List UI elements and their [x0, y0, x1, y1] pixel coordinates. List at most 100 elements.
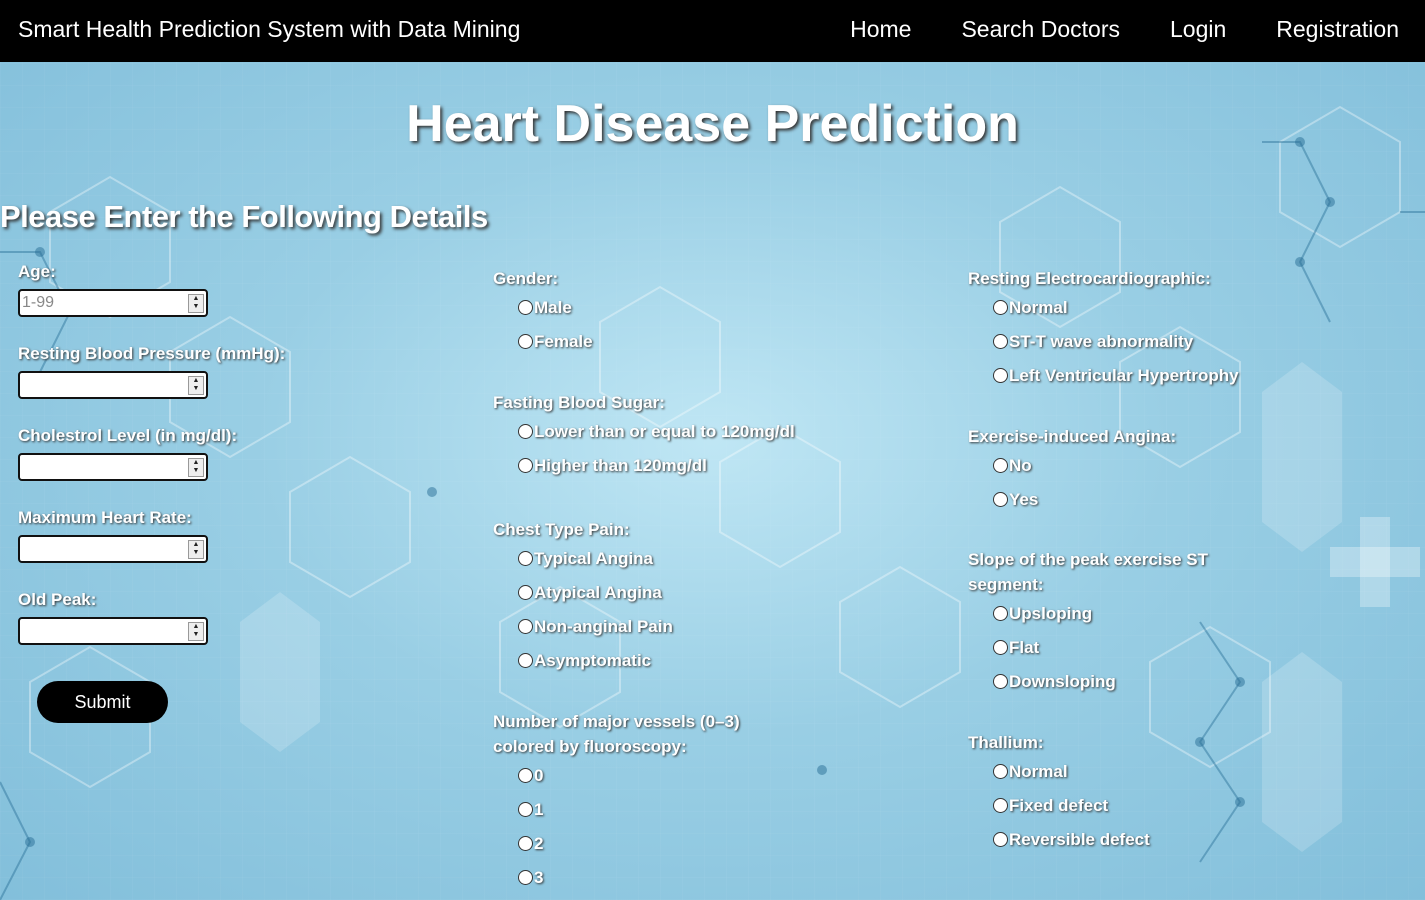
radio-button[interactable] — [993, 831, 1008, 847]
number-spinner-icon[interactable]: ▲ ▼ — [188, 622, 204, 641]
option-label: Upsloping — [1009, 604, 1093, 623]
radio-button[interactable] — [993, 491, 1008, 507]
top-navbar: Smart Health Prediction System with Data… — [0, 0, 1425, 62]
old-peak-field-group: Old Peak: ▲ ▼ — [18, 590, 318, 645]
section-heading: Please Enter the Following Details — [0, 199, 488, 234]
radio-option-thallium-normal[interactable]: Normal — [968, 755, 1288, 789]
radio-button[interactable] — [518, 550, 533, 566]
radio-button[interactable] — [993, 639, 1008, 655]
radio-option-vessels-2[interactable]: 2 — [493, 827, 773, 861]
option-label: Normal — [1009, 762, 1068, 781]
submit-button[interactable]: Submit — [37, 681, 168, 723]
radio-option-upsloping[interactable]: Upsloping — [968, 597, 1238, 631]
option-label: 3 — [534, 868, 544, 887]
chest-pain-label: Chest Type Pain: — [493, 520, 630, 539]
fasting-blood-sugar-label: Fasting Blood Sugar: — [493, 393, 665, 412]
nav-registration-link[interactable]: Registration — [1276, 16, 1399, 42]
exercise-angina-label: Exercise-induced Angina: — [968, 427, 1177, 446]
option-label: 0 — [534, 766, 544, 785]
radio-option-flat[interactable]: Flat — [968, 631, 1238, 665]
option-label: Non-anginal Pain — [534, 617, 673, 636]
radio-button[interactable] — [993, 299, 1008, 315]
number-spinner-icon[interactable]: ▲ ▼ — [188, 376, 204, 395]
radio-option-higher-120[interactable]: Higher than 120mg/dl — [493, 449, 813, 483]
age-input[interactable]: 1-99 ▲ ▼ — [18, 289, 208, 317]
radio-option-typical-angina[interactable]: Typical Angina — [493, 542, 813, 576]
radio-option-vessels-3[interactable]: 3 — [493, 861, 773, 895]
option-label: Flat — [1009, 638, 1040, 657]
radio-button[interactable] — [518, 618, 533, 634]
number-spinner-icon[interactable]: ▲ ▼ — [188, 458, 204, 477]
radio-option-lower-120[interactable]: Lower than or equal to 120mg/dl — [493, 415, 813, 449]
resting-ecg-label: Resting Electrocardiographic: — [968, 269, 1211, 288]
chest-pain-group: Chest Type Pain: Typical Angina Atypical… — [493, 517, 813, 678]
radio-button[interactable] — [518, 869, 533, 885]
option-label: Lower than or equal to 120mg/dl — [534, 422, 795, 441]
radio-option-non-anginal[interactable]: Non-anginal Pain — [493, 610, 813, 644]
radio-option-male[interactable]: Male — [493, 291, 813, 325]
max-heart-rate-field-group: Maximum Heart Rate: ▲ ▼ — [18, 508, 318, 563]
option-label: Higher than 120mg/dl — [534, 456, 707, 475]
resting-ecg-group: Resting Electrocardiographic: Normal ST-… — [968, 266, 1288, 393]
radio-button[interactable] — [518, 333, 533, 349]
radio-option-lv-hypertrophy[interactable]: Left Ventricular Hypertrophy — [968, 359, 1288, 393]
option-label: Atypical Angina — [534, 583, 662, 602]
radio-option-fixed-defect[interactable]: Fixed defect — [968, 789, 1288, 823]
option-label: No — [1009, 456, 1032, 475]
radio-option-downsloping[interactable]: Downsloping — [968, 665, 1238, 699]
radio-button[interactable] — [993, 797, 1008, 813]
gender-label: Gender: — [493, 269, 559, 288]
radio-button[interactable] — [518, 767, 533, 783]
radio-button[interactable] — [993, 367, 1008, 383]
radio-option-angina-no[interactable]: No — [968, 449, 1288, 483]
radio-button[interactable] — [993, 333, 1008, 349]
radio-button[interactable] — [518, 423, 533, 439]
radio-option-atypical-angina[interactable]: Atypical Angina — [493, 576, 813, 610]
brand-title[interactable]: Smart Health Prediction System with Data… — [18, 16, 521, 42]
option-label: Reversible defect — [1009, 830, 1150, 849]
radio-option-asymptomatic[interactable]: Asymptomatic — [493, 644, 813, 678]
number-spinner-icon[interactable]: ▲ ▼ — [188, 540, 204, 559]
radio-button[interactable] — [993, 605, 1008, 621]
option-label: Male — [534, 298, 572, 317]
radio-option-ecg-normal[interactable]: Normal — [968, 291, 1288, 325]
radio-button[interactable] — [518, 457, 533, 473]
page-title: Heart Disease Prediction — [406, 95, 1019, 153]
main-content: Heart Disease Prediction Please Enter th… — [0, 62, 1425, 900]
radio-button[interactable] — [993, 673, 1008, 689]
blood-pressure-input[interactable]: ▲ ▼ — [18, 371, 208, 399]
major-vessels-group: Number of major vessels (0–3) colored by… — [493, 709, 773, 895]
option-label: Yes — [1009, 490, 1039, 509]
radio-option-reversible-defect[interactable]: Reversible defect — [968, 823, 1288, 857]
numeric-fields-column: Age: 1-99 ▲ ▼ Resting Blood Pressure (mmH… — [18, 262, 318, 672]
radio-option-vessels-0[interactable]: 0 — [493, 759, 773, 793]
radio-button[interactable] — [518, 584, 533, 600]
number-spinner-icon[interactable]: ▲ ▼ — [188, 294, 204, 313]
option-label: Typical Angina — [534, 549, 654, 568]
cholesterol-field-group: Cholestrol Level (in mg/dl): ▲ ▼ — [18, 426, 318, 481]
radio-button[interactable] — [993, 763, 1008, 779]
nav-login-link[interactable]: Login — [1169, 16, 1227, 42]
radio-option-vessels-1[interactable]: 1 — [493, 793, 773, 827]
age-field-group: Age: 1-99 ▲ ▼ — [18, 262, 318, 317]
nav-home-link[interactable]: Home — [850, 16, 912, 42]
option-label: 2 — [534, 834, 544, 853]
radio-button[interactable] — [993, 457, 1008, 473]
nav-search-doctors-link[interactable]: Search Doctors — [961, 16, 1120, 42]
gender-group: Gender: Male Female — [493, 266, 813, 359]
radio-option-female[interactable]: Female — [493, 325, 813, 359]
old-peak-input[interactable]: ▲ ▼ — [18, 617, 208, 645]
option-label: Female — [534, 332, 593, 351]
option-label: Fixed defect — [1009, 796, 1109, 815]
radio-option-st-t-abnormality[interactable]: ST-T wave abnormality — [968, 325, 1288, 359]
radio-button[interactable] — [518, 801, 533, 817]
blood-pressure-label: Resting Blood Pressure (mmHg): — [18, 344, 286, 363]
cholesterol-input[interactable]: ▲ ▼ — [18, 453, 208, 481]
radio-button[interactable] — [518, 835, 533, 851]
radio-button[interactable] — [518, 652, 533, 668]
option-label: 1 — [534, 800, 544, 819]
radio-button[interactable] — [518, 299, 533, 315]
option-label: Asymptomatic — [534, 651, 652, 670]
radio-option-angina-yes[interactable]: Yes — [968, 483, 1288, 517]
max-heart-rate-input[interactable]: ▲ ▼ — [18, 535, 208, 563]
